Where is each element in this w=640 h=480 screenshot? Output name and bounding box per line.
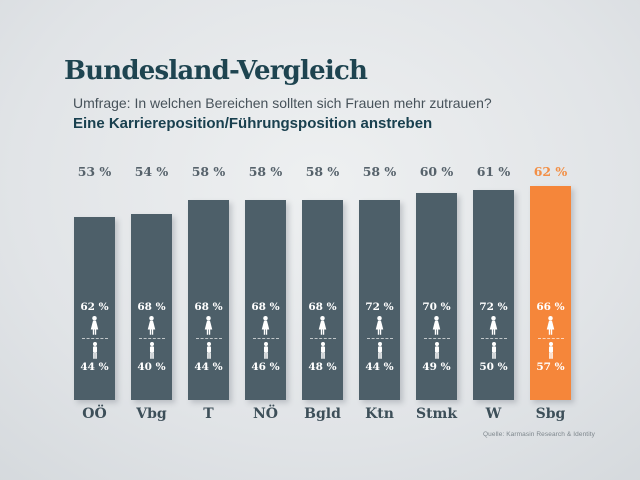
female-icon xyxy=(488,316,499,335)
bar-gender-breakdown: 68 % 46 % xyxy=(245,301,286,374)
bar-T: 68 % 44 % xyxy=(188,200,229,400)
chart: 53 % 62 % 44 % OÖ 54 % 68 % 40 % Vbg 58 % 68 xyxy=(74,164,571,422)
male-icon xyxy=(204,342,214,359)
axis-label-Stmk: Stmk xyxy=(415,406,458,422)
bar-value-label: 54 % xyxy=(134,164,169,179)
bar-value-label: 61 % xyxy=(476,164,511,179)
bar-value-label: 60 % xyxy=(419,164,454,179)
female-value-label: 62 % xyxy=(80,301,109,313)
bar-value-label: 58 % xyxy=(362,164,397,179)
chart-column-Bgld: 58 % 68 % 48 % Bgld xyxy=(302,164,343,422)
male-value-label: 46 % xyxy=(251,361,280,373)
chart-column-T: 58 % 68 % 44 % T xyxy=(188,164,229,422)
bar-gender-breakdown: 70 % 49 % xyxy=(416,301,457,374)
gender-divider xyxy=(81,338,108,339)
male-icon xyxy=(90,342,100,359)
male-icon xyxy=(432,342,442,359)
bar-Vbg: 68 % 40 % xyxy=(131,214,172,400)
male-icon xyxy=(147,342,157,359)
female-icon xyxy=(260,316,271,335)
bar-value-label: 58 % xyxy=(305,164,340,179)
axis-label-Vbg: Vbg xyxy=(136,406,167,422)
bar-value-label: 58 % xyxy=(191,164,226,179)
male-value-label: 40 % xyxy=(137,361,166,373)
male-icon xyxy=(375,342,385,359)
male-icon xyxy=(489,342,499,359)
male-value-label: 48 % xyxy=(308,361,337,373)
female-value-label: 68 % xyxy=(194,301,223,313)
male-value-label: 44 % xyxy=(80,361,109,373)
chart-column-W: 61 % 72 % 50 % W xyxy=(473,164,514,422)
bar-gender-breakdown: 72 % 44 % xyxy=(359,301,400,374)
bar-W: 72 % 50 % xyxy=(473,190,514,400)
gender-divider xyxy=(138,338,165,339)
axis-label-NÖ: NÖ xyxy=(253,406,278,422)
bar-value-label: 53 % xyxy=(77,164,112,179)
bar-gender-breakdown: 68 % 40 % xyxy=(131,301,172,374)
gender-divider xyxy=(366,338,393,339)
chart-column-Stmk: 60 % 70 % 49 % Stmk xyxy=(416,164,457,422)
axis-label-W: W xyxy=(485,406,502,422)
male-icon xyxy=(261,342,271,359)
bar-NÖ: 68 % 46 % xyxy=(245,200,286,400)
bar-gender-breakdown: 68 % 48 % xyxy=(302,301,343,374)
gender-divider xyxy=(423,338,450,339)
bar-gender-breakdown: 66 % 57 % xyxy=(530,301,571,374)
bar-Bgld: 68 % 48 % xyxy=(302,200,343,400)
bar-Sbg: 66 % 57 % xyxy=(530,186,571,400)
bar-Ktn: 72 % 44 % xyxy=(359,200,400,400)
bar-gender-breakdown: 72 % 50 % xyxy=(473,301,514,374)
female-value-label: 66 % xyxy=(536,301,565,313)
chart-column-Sbg: 62 % 66 % 57 % Sbg xyxy=(530,164,571,422)
page-title: Bundesland-Vergleich xyxy=(64,56,368,86)
female-value-label: 68 % xyxy=(251,301,280,313)
chart-column-OÖ: 53 % 62 % 44 % OÖ xyxy=(74,164,115,422)
chart-column-Ktn: 58 % 72 % 44 % Ktn xyxy=(359,164,400,422)
bar-gender-breakdown: 62 % 44 % xyxy=(74,301,115,374)
female-icon xyxy=(89,316,100,335)
female-icon xyxy=(146,316,157,335)
axis-label-T: T xyxy=(203,406,214,422)
bar-OÖ: 62 % 44 % xyxy=(74,217,115,400)
gender-divider xyxy=(309,338,336,339)
female-icon xyxy=(203,316,214,335)
female-icon xyxy=(431,316,442,335)
gender-divider xyxy=(480,338,507,339)
female-value-label: 68 % xyxy=(308,301,337,313)
bar-value-label: 62 % xyxy=(533,164,568,179)
chart-column-NÖ: 58 % 68 % 46 % NÖ xyxy=(245,164,286,422)
female-value-label: 72 % xyxy=(479,301,508,313)
axis-label-OÖ: OÖ xyxy=(82,406,107,422)
axis-label-Sbg: Sbg xyxy=(535,406,566,422)
header: Bundesland-Vergleich Umfrage: In welchen… xyxy=(64,56,604,134)
male-icon xyxy=(546,342,556,359)
chart-column-Vbg: 54 % 68 % 40 % Vbg xyxy=(131,164,172,422)
survey-question: Umfrage: In welchen Bereichen sollten si… xyxy=(73,94,492,111)
female-value-label: 68 % xyxy=(137,301,166,313)
gender-divider xyxy=(252,338,279,339)
male-value-label: 49 % xyxy=(422,361,451,373)
male-value-label: 50 % xyxy=(479,361,508,373)
female-value-label: 70 % xyxy=(422,301,451,313)
axis-label-Bgld: Bgld xyxy=(304,406,341,422)
gender-divider xyxy=(537,338,564,339)
bar-value-label: 58 % xyxy=(248,164,283,179)
female-value-label: 72 % xyxy=(365,301,394,313)
bar-gender-breakdown: 68 % 44 % xyxy=(188,301,229,374)
gender-divider xyxy=(195,338,222,339)
male-value-label: 44 % xyxy=(365,361,394,373)
source-note: Quelle: Karmasin Research & Identity xyxy=(483,431,595,438)
bar-Stmk: 70 % 49 % xyxy=(416,193,457,400)
axis-label-Ktn: Ktn xyxy=(365,406,394,422)
female-icon xyxy=(317,316,328,335)
male-value-label: 57 % xyxy=(536,361,565,373)
male-value-label: 44 % xyxy=(194,361,223,373)
female-icon xyxy=(545,316,556,335)
survey-statement: Eine Karriereposition/Führungsposition a… xyxy=(73,115,433,133)
female-icon xyxy=(374,316,385,335)
male-icon xyxy=(318,342,328,359)
